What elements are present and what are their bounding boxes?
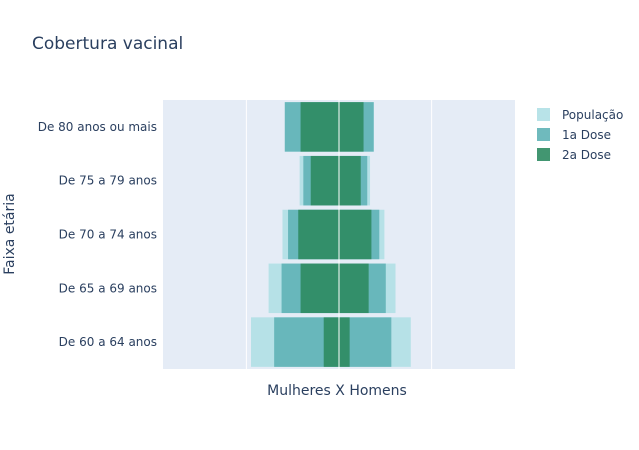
y-tick-label: De 80 anos ou mais bbox=[38, 120, 157, 134]
category-tick-labels: De 60 a 64 anos De 65 a 69 anos De 70 a 74… bbox=[38, 120, 157, 349]
y-tick-label: De 75 a 79 anos bbox=[59, 174, 157, 188]
series-3 bbox=[298, 102, 372, 367]
bar-left[interactable] bbox=[298, 209, 339, 260]
legend-swatch bbox=[537, 108, 550, 121]
legend-label: População bbox=[562, 108, 623, 122]
x-axis-title: Mulheres X Homens bbox=[267, 383, 407, 399]
bar-right[interactable] bbox=[339, 209, 372, 260]
legend-swatch bbox=[537, 128, 550, 141]
y-tick-label: De 65 a 69 anos bbox=[59, 281, 157, 295]
bar-right[interactable] bbox=[339, 155, 361, 206]
y-tick-label: De 60 a 64 anos bbox=[59, 335, 157, 349]
bar-right[interactable] bbox=[339, 317, 350, 367]
bar-left[interactable] bbox=[300, 263, 339, 314]
legend[interactable]: População 1a Dose 2a Dose bbox=[537, 108, 623, 162]
bars bbox=[251, 102, 411, 367]
bar-right[interactable] bbox=[339, 263, 369, 314]
gridlines bbox=[245, 100, 433, 369]
bar-left[interactable] bbox=[300, 102, 339, 152]
legend-label: 1a Dose bbox=[562, 128, 611, 142]
legend-label: 2a Dose bbox=[562, 148, 611, 162]
chart-title: Cobertura vacinal bbox=[32, 34, 184, 54]
y-tick-label: De 70 a 74 anos bbox=[59, 228, 157, 242]
bar-left[interactable] bbox=[323, 317, 339, 367]
y-axis-title: Faixa etária bbox=[2, 193, 18, 274]
legend-item[interactable]: 2a Dose bbox=[537, 148, 611, 162]
legend-item[interactable]: População bbox=[537, 108, 623, 122]
bar-left[interactable] bbox=[310, 155, 339, 206]
legend-item[interactable]: 1a Dose bbox=[537, 128, 611, 142]
bar-right[interactable] bbox=[339, 102, 364, 152]
legend-swatch bbox=[537, 148, 550, 161]
